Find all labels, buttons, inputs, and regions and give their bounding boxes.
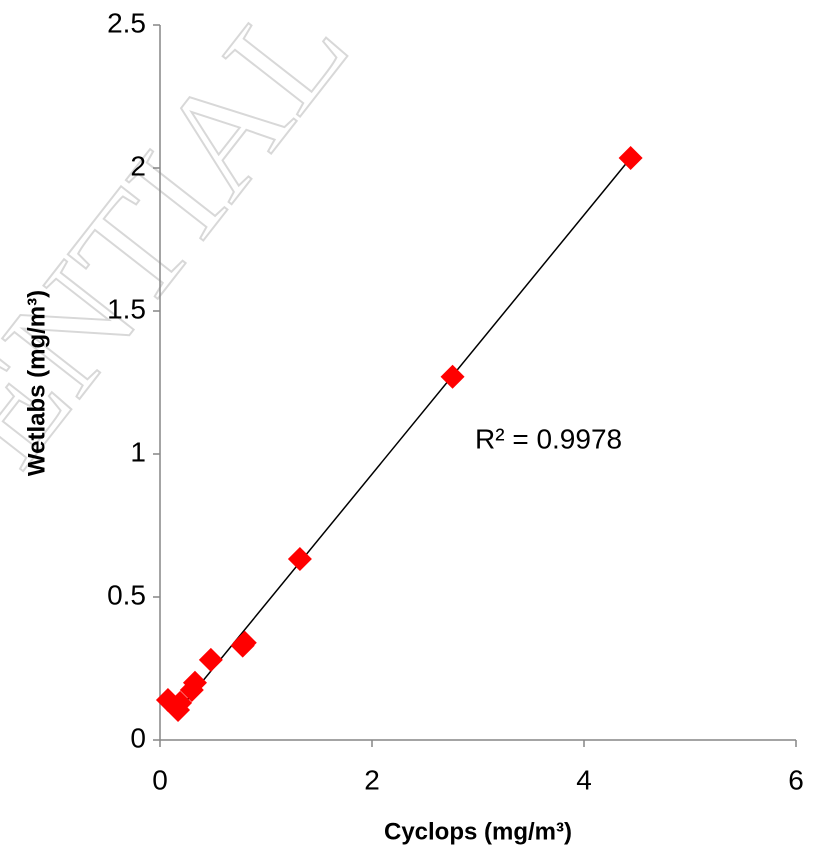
x-tick-label: 2 [364, 764, 380, 795]
point [155, 687, 180, 712]
point [198, 647, 223, 672]
point [618, 145, 643, 170]
point [179, 677, 204, 702]
y-tick-label: 0.5 [107, 579, 146, 610]
x-tick-label: 4 [576, 764, 592, 795]
y-tick-label: 1.5 [107, 293, 146, 324]
x-tick-label: 6 [788, 764, 804, 795]
annotation: R² = 0.9978 [475, 423, 622, 454]
y-tick-label: 2.5 [107, 7, 146, 38]
x-axis-title: Cyclops (mg/m³) [384, 818, 572, 845]
point [440, 364, 465, 389]
watermark: ENTIAL [0, 0, 380, 495]
y-axis-title: Wetlabs (mg/m³) [23, 290, 50, 476]
y-tick-label: 2 [130, 150, 146, 181]
x-tick-label: 0 [152, 764, 168, 795]
watermark-group: ENTIAL [0, 0, 381, 496]
point [230, 633, 255, 658]
trendline [174, 157, 632, 716]
point [287, 546, 312, 571]
y-tick-label: 0 [130, 722, 146, 753]
y-tick-label: 1 [130, 436, 146, 467]
